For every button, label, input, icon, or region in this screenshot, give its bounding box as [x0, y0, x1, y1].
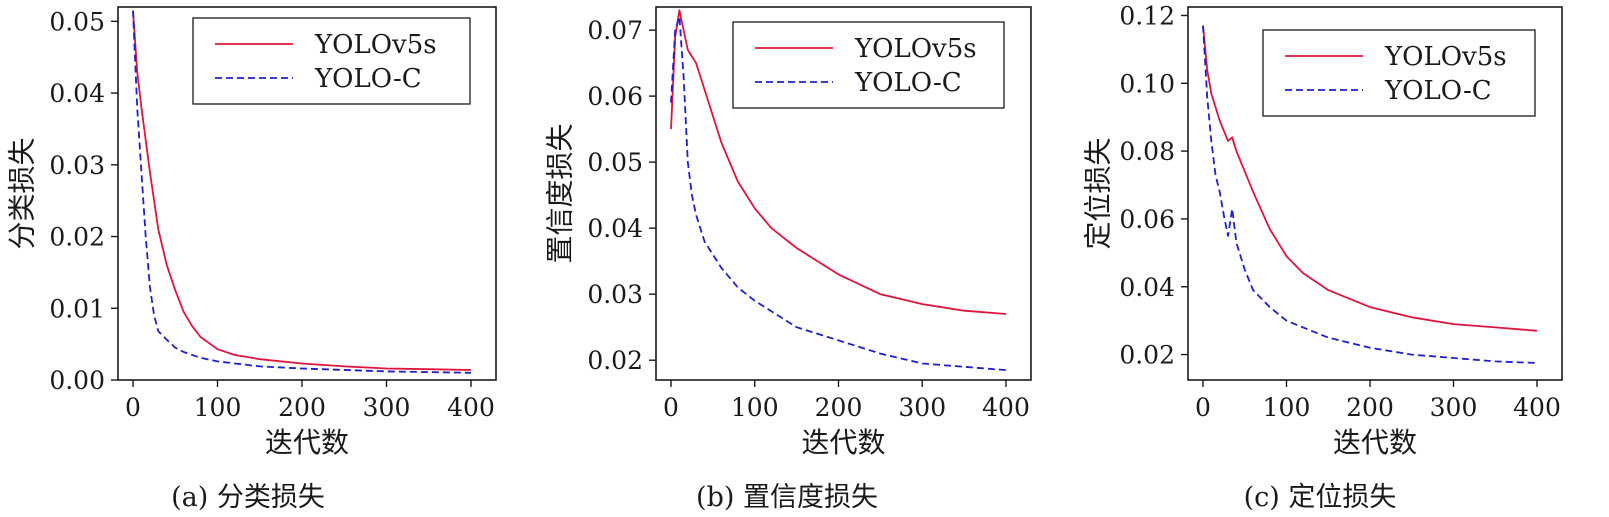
x-tick-label: 0	[663, 393, 679, 422]
y-tick-label: 0.10	[1119, 69, 1175, 98]
plot-frame	[1187, 6, 1563, 381]
x-axis-title: 迭代数	[1333, 426, 1417, 459]
series-line-yolo-c	[1202, 25, 1538, 364]
x-tick-label: 200	[815, 393, 863, 422]
y-tick-label: 0.03	[587, 280, 643, 309]
y-tick-label: 0.07	[587, 16, 643, 45]
y-tick-label: 0.08	[1119, 137, 1175, 166]
legend-label: YOLO-C	[314, 64, 422, 94]
x-tick-label: 400	[982, 393, 1030, 422]
legend-label: YOLOv5s	[1384, 42, 1507, 72]
x-tick-label: 100	[731, 393, 779, 422]
x-tick-label: 400	[1513, 393, 1561, 422]
legend: YOLOv5s YOLO-C	[1262, 29, 1536, 117]
x-tick-label: 400	[447, 393, 495, 422]
x-tick-label: 300	[898, 393, 946, 422]
series-line-yolov5s	[132, 10, 472, 371]
plot-frame	[655, 6, 1032, 381]
panel-caption: (a) 分类损失	[171, 482, 325, 513]
x-tick-label: 300	[1430, 393, 1478, 422]
x-tick-label: 0	[1195, 393, 1211, 422]
y-tick-label: 0.01	[49, 294, 105, 323]
x-axis-title: 迭代数	[265, 426, 349, 459]
x-tick-label: 0	[125, 393, 141, 422]
y-tick-label: 0.12	[1119, 1, 1175, 30]
x-tick-label: 200	[1346, 393, 1394, 422]
series-line-yolo-c	[670, 15, 1007, 371]
y-tick-label: 0.04	[587, 214, 643, 243]
plot-frame	[117, 6, 497, 381]
y-tick-label: 0.03	[49, 151, 105, 180]
y-tick-label: 0.05	[587, 148, 643, 177]
y-tick-label: 0.06	[1119, 205, 1175, 234]
legend: YOLOv5s YOLO-C	[192, 17, 471, 105]
x-tick-label: 300	[363, 393, 411, 422]
y-tick-label: 0.00	[49, 366, 105, 395]
panel-caption: (c) 定位损失	[1244, 482, 1397, 513]
legend-box	[732, 21, 1005, 109]
y-axis-title: 分类损失	[6, 137, 39, 249]
x-tick-label: 200	[278, 393, 326, 422]
chart-panel-3: 0 100 200 300 400 0.02 0.04 0.06 0.08 0.10 0.12 迭代数…	[1082, 1, 1563, 513]
x-tick-label: 100	[1263, 393, 1311, 422]
y-tick-label: 0.02	[1119, 341, 1175, 370]
legend-box	[192, 17, 471, 105]
series-line-yolov5s	[1202, 25, 1538, 332]
series-line-yolov5s	[670, 9, 1007, 315]
legend-box	[1262, 29, 1536, 117]
legend-label: YOLO-C	[1384, 76, 1492, 106]
chart-panel-1: 0 100 200 300 400 0.00 0.01 0.02 0.03 0.04 0.05 迭代数…	[6, 6, 497, 513]
y-tick-label: 0.02	[49, 223, 105, 252]
series-line-yolo-c	[132, 10, 472, 374]
legend-label: YOLOv5s	[314, 30, 437, 60]
panel-caption: (b) 置信度损失	[696, 482, 878, 513]
y-tick-label: 0.04	[49, 79, 105, 108]
chart-panel-2: 0 100 200 300 400 0.02 0.03 0.04 0.05 0.06 0.07 迭代数…	[544, 6, 1032, 513]
y-axis-title: 置信度损失	[544, 123, 577, 263]
y-tick-label: 0.02	[587, 346, 643, 375]
legend-label: YOLOv5s	[854, 34, 977, 64]
x-axis-title: 迭代数	[801, 426, 885, 459]
legend: YOLOv5s YOLO-C	[732, 21, 1005, 109]
y-axis-title: 定位损失	[1082, 137, 1115, 249]
y-tick-label: 0.04	[1119, 273, 1175, 302]
y-tick-label: 0.06	[587, 82, 643, 111]
y-tick-label: 0.05	[49, 7, 105, 36]
x-tick-label: 100	[194, 393, 242, 422]
legend-label: YOLO-C	[854, 68, 962, 98]
